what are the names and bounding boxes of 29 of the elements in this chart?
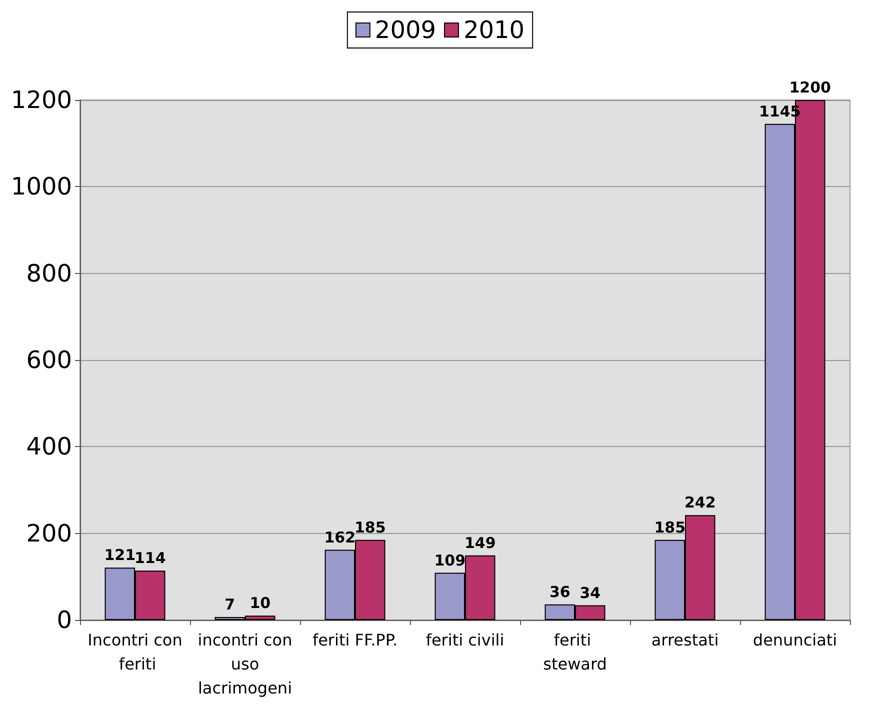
x-tick-label: feriti steward	[543, 630, 607, 674]
x-tick-label: arrestati	[651, 630, 719, 650]
legend-label: 2010	[464, 16, 525, 44]
data-label: 7	[224, 595, 236, 614]
data-label: 10	[250, 594, 271, 612]
data-label: 34	[580, 584, 601, 602]
data-label: 121	[104, 546, 136, 564]
x-tick-label: denunciati	[752, 630, 838, 650]
x-tick-label: incontri con uso lacrimogeni	[198, 630, 292, 698]
x-tick-label: feriti FF.PP.	[312, 630, 398, 650]
data-label: 185	[654, 518, 686, 536]
data-label: 185	[354, 518, 386, 536]
x-tick-label: Incontri con feriti	[88, 630, 182, 674]
y-tick-label: 1200	[10, 86, 72, 114]
data-label: 1200	[789, 78, 831, 96]
y-tick-label: 800	[26, 259, 72, 288]
data-label: 109	[434, 551, 466, 570]
data-label: 242	[684, 494, 716, 512]
y-tick-label: 600	[26, 346, 72, 374]
y-tick-label: 200	[26, 519, 72, 548]
data-label: 149	[464, 534, 496, 552]
data-label: 36	[549, 582, 570, 601]
data-label: 114	[134, 549, 166, 568]
y-tick-label: 400	[26, 432, 72, 461]
data-label: 162	[324, 528, 356, 546]
x-tick-label: feriti civili	[426, 630, 504, 650]
y-tick-label: 0	[56, 606, 72, 634]
y-tick-label: 1000	[10, 172, 72, 201]
legend-label: 2009	[374, 16, 436, 44]
